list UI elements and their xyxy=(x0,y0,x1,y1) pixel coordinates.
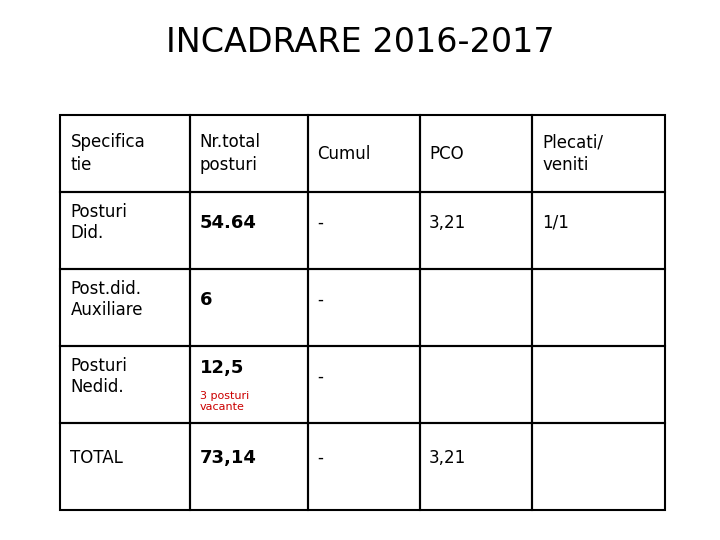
Bar xyxy=(308,115,420,192)
Bar xyxy=(190,269,308,346)
Text: 54.64: 54.64 xyxy=(199,214,256,232)
Text: Specifica
tie: Specifica tie xyxy=(71,133,145,174)
Text: Posturi
Did.: Posturi Did. xyxy=(71,204,127,242)
Bar xyxy=(532,423,665,510)
Bar xyxy=(60,115,190,192)
Text: -: - xyxy=(317,449,323,467)
Bar xyxy=(190,423,308,510)
Bar xyxy=(60,346,190,423)
Text: TOTAL: TOTAL xyxy=(71,449,123,467)
Text: INCADRARE 2016-2017: INCADRARE 2016-2017 xyxy=(166,25,554,58)
Bar xyxy=(532,346,665,423)
Text: Posturi
Nedid.: Posturi Nedid. xyxy=(71,357,127,396)
Text: Plecati/
veniti: Plecati/ veniti xyxy=(543,133,603,174)
Text: -: - xyxy=(317,291,323,309)
Bar xyxy=(190,346,308,423)
Bar xyxy=(420,192,532,269)
Text: PCO: PCO xyxy=(429,145,464,163)
Bar xyxy=(420,269,532,346)
Bar xyxy=(308,269,420,346)
Bar xyxy=(60,192,190,269)
Bar xyxy=(420,115,532,192)
Bar xyxy=(60,423,190,510)
Bar xyxy=(420,423,532,510)
Text: 1/1: 1/1 xyxy=(543,214,570,232)
Bar xyxy=(532,192,665,269)
Bar xyxy=(420,346,532,423)
Text: Nr.total
posturi: Nr.total posturi xyxy=(199,133,261,174)
Text: 3,21: 3,21 xyxy=(429,214,466,232)
Text: 12,5: 12,5 xyxy=(199,359,244,376)
Bar xyxy=(308,423,420,510)
Text: 3 posturi
vacante: 3 posturi vacante xyxy=(199,391,249,413)
Bar xyxy=(532,115,665,192)
Bar xyxy=(308,346,420,423)
Text: 3,21: 3,21 xyxy=(429,449,466,467)
Text: Post.did.
Auxiliare: Post.did. Auxiliare xyxy=(71,280,143,319)
Text: -: - xyxy=(317,214,323,232)
Text: Cumul: Cumul xyxy=(317,145,370,163)
Bar xyxy=(532,269,665,346)
Bar xyxy=(190,115,308,192)
Text: 73,14: 73,14 xyxy=(199,449,256,467)
Text: 6: 6 xyxy=(199,291,212,309)
Bar xyxy=(60,269,190,346)
Bar xyxy=(190,192,308,269)
Bar xyxy=(308,192,420,269)
Text: -: - xyxy=(317,368,323,386)
